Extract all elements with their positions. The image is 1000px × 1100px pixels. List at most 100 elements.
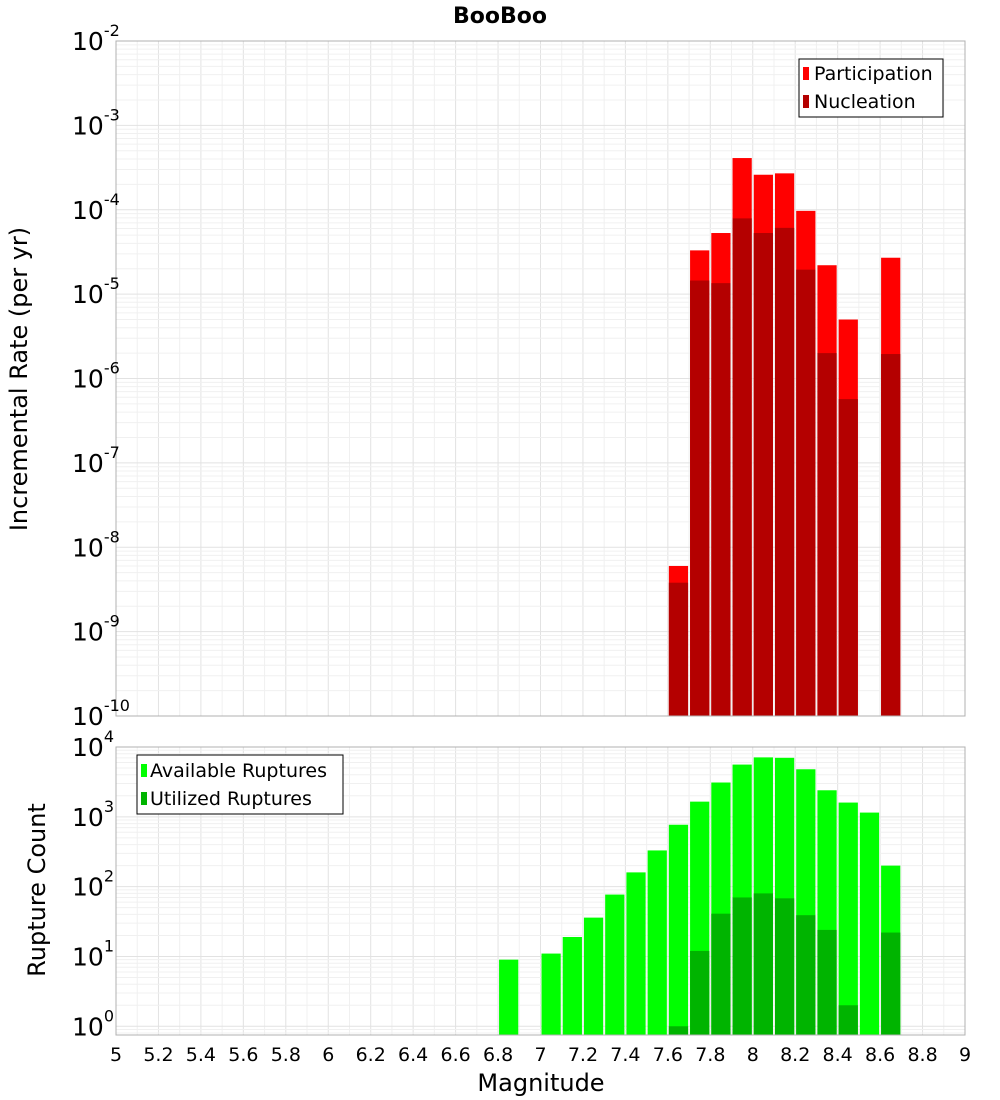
y-tick-exponent: -9 <box>104 612 120 631</box>
y-tick-base: 10 <box>72 942 104 971</box>
y-tick-base: 10 <box>72 196 104 225</box>
legend-label: Nucleation <box>814 91 916 113</box>
y-tick-label: 10-5 <box>72 274 120 309</box>
x-tick-label: 8.4 <box>823 1044 853 1066</box>
chart-title: BooBoo <box>453 4 547 29</box>
y-tick-label: 10-6 <box>72 359 120 394</box>
bar <box>605 894 625 1035</box>
x-tick-label: 5.8 <box>271 1044 301 1066</box>
y-tick-base: 10 <box>72 1012 104 1041</box>
bar <box>838 399 858 716</box>
x-tick-label: 6.2 <box>356 1044 386 1066</box>
y-tick-base: 10 <box>72 873 104 902</box>
legend: Participation Nucleation <box>798 58 944 118</box>
y-tick-label: 103 <box>72 797 114 832</box>
x-tick-label: 5.6 <box>228 1044 258 1066</box>
x-tick-label: 6.6 <box>440 1044 470 1066</box>
bar <box>753 233 773 716</box>
x-tick-label: 7.8 <box>695 1044 725 1066</box>
x-axis-label: Magnitude <box>477 1069 604 1097</box>
plot-border <box>115 746 966 1036</box>
y-tick-exponent: -7 <box>104 443 120 462</box>
y-tick-exponent: -6 <box>104 359 120 378</box>
bar <box>838 802 858 1035</box>
x-tick-label: 9 <box>959 1044 971 1066</box>
y-tick-base: 10 <box>72 618 104 647</box>
legend: Available Ruptures Utilized Ruptures <box>136 754 344 815</box>
y-tick-exponent: 4 <box>104 727 114 746</box>
y-tick-label: 10-2 <box>72 21 120 56</box>
legend-label: Utilized Ruptures <box>150 788 312 810</box>
top-y-axis-label: Incremental Rate (per yr) <box>5 227 33 531</box>
bar <box>796 269 816 716</box>
y-tick-base: 10 <box>72 365 104 394</box>
bar <box>774 227 795 716</box>
y-tick-label: 10-4 <box>72 190 120 225</box>
legend-swatch <box>803 67 809 80</box>
bar <box>817 929 837 1035</box>
gridlines <box>115 40 966 717</box>
plot-border <box>115 40 966 717</box>
y-tick-base: 10 <box>72 702 104 731</box>
legend-swatch <box>141 764 147 777</box>
y-tick-label: 10-3 <box>72 105 120 140</box>
legend-label: Available Ruptures <box>150 760 327 782</box>
legend-box <box>798 58 944 118</box>
x-tick-label: 8.8 <box>907 1044 937 1066</box>
series-utilized-ruptures <box>668 893 901 1035</box>
x-tick-label: 8.6 <box>865 1044 895 1066</box>
y-tick-labels: 10-210-310-410-510-610-710-810-910-10 <box>72 21 130 731</box>
legend-swatch <box>141 792 147 805</box>
bar <box>668 582 689 716</box>
x-tick-label: 7 <box>534 1044 546 1066</box>
bar <box>753 893 773 1035</box>
y-tick-exponent: 0 <box>104 1006 114 1025</box>
x-tick-labels: 5 5.2 5.4 5.6 5.8 6 6.2 6.4 6.6 6.8 7 7.2 7.4 7.6 7.8 8… <box>110 1044 971 1066</box>
y-tick-label: 100 <box>72 1006 114 1041</box>
y-tick-base: 10 <box>72 27 104 56</box>
bar <box>499 959 519 1035</box>
y-tick-base: 10 <box>72 803 104 832</box>
bar <box>690 280 710 716</box>
y-tick-exponent: -2 <box>104 21 120 40</box>
y-tick-label: 10-10 <box>72 696 130 731</box>
y-tick-label: 102 <box>72 867 114 902</box>
y-tick-base: 10 <box>72 449 104 478</box>
bar <box>881 932 901 1035</box>
y-tick-base: 10 <box>72 111 104 140</box>
bar <box>541 953 561 1035</box>
bar <box>668 824 689 1035</box>
bar <box>626 872 646 1035</box>
bar <box>711 283 731 716</box>
bar <box>859 812 880 1035</box>
bar <box>562 936 582 1035</box>
y-tick-base: 10 <box>72 733 104 762</box>
x-tick-label: 6.4 <box>398 1044 428 1066</box>
y-tick-label: 104 <box>72 727 114 762</box>
y-tick-label: 101 <box>72 936 114 971</box>
bar <box>690 950 710 1035</box>
bar <box>583 917 604 1035</box>
y-tick-exponent: -10 <box>104 696 130 715</box>
bar <box>796 915 816 1035</box>
bar <box>817 353 837 716</box>
y-tick-base: 10 <box>72 533 104 562</box>
bottom-y-axis-label: Rupture Count <box>23 803 51 977</box>
x-tick-label: 5.2 <box>143 1044 173 1066</box>
y-tick-exponent: -5 <box>104 274 120 293</box>
x-tick-label: 6.8 <box>483 1044 513 1066</box>
y-tick-exponent: 1 <box>104 936 114 955</box>
x-tick-label: 5.4 <box>186 1044 216 1066</box>
y-tick-exponent: 3 <box>104 797 114 816</box>
x-tick-label: 7.2 <box>568 1044 598 1066</box>
x-tick-label: 7.4 <box>610 1044 640 1066</box>
x-tick-label: 6 <box>322 1044 334 1066</box>
series-nucleation <box>668 218 901 717</box>
incremental-rate-panel: 10-210-310-410-510-610-710-810-910-10Par… <box>72 21 966 731</box>
y-tick-exponent: -3 <box>104 105 120 124</box>
bar <box>668 1026 689 1035</box>
x-tick-label: 8.2 <box>780 1044 810 1066</box>
bar <box>881 354 901 716</box>
